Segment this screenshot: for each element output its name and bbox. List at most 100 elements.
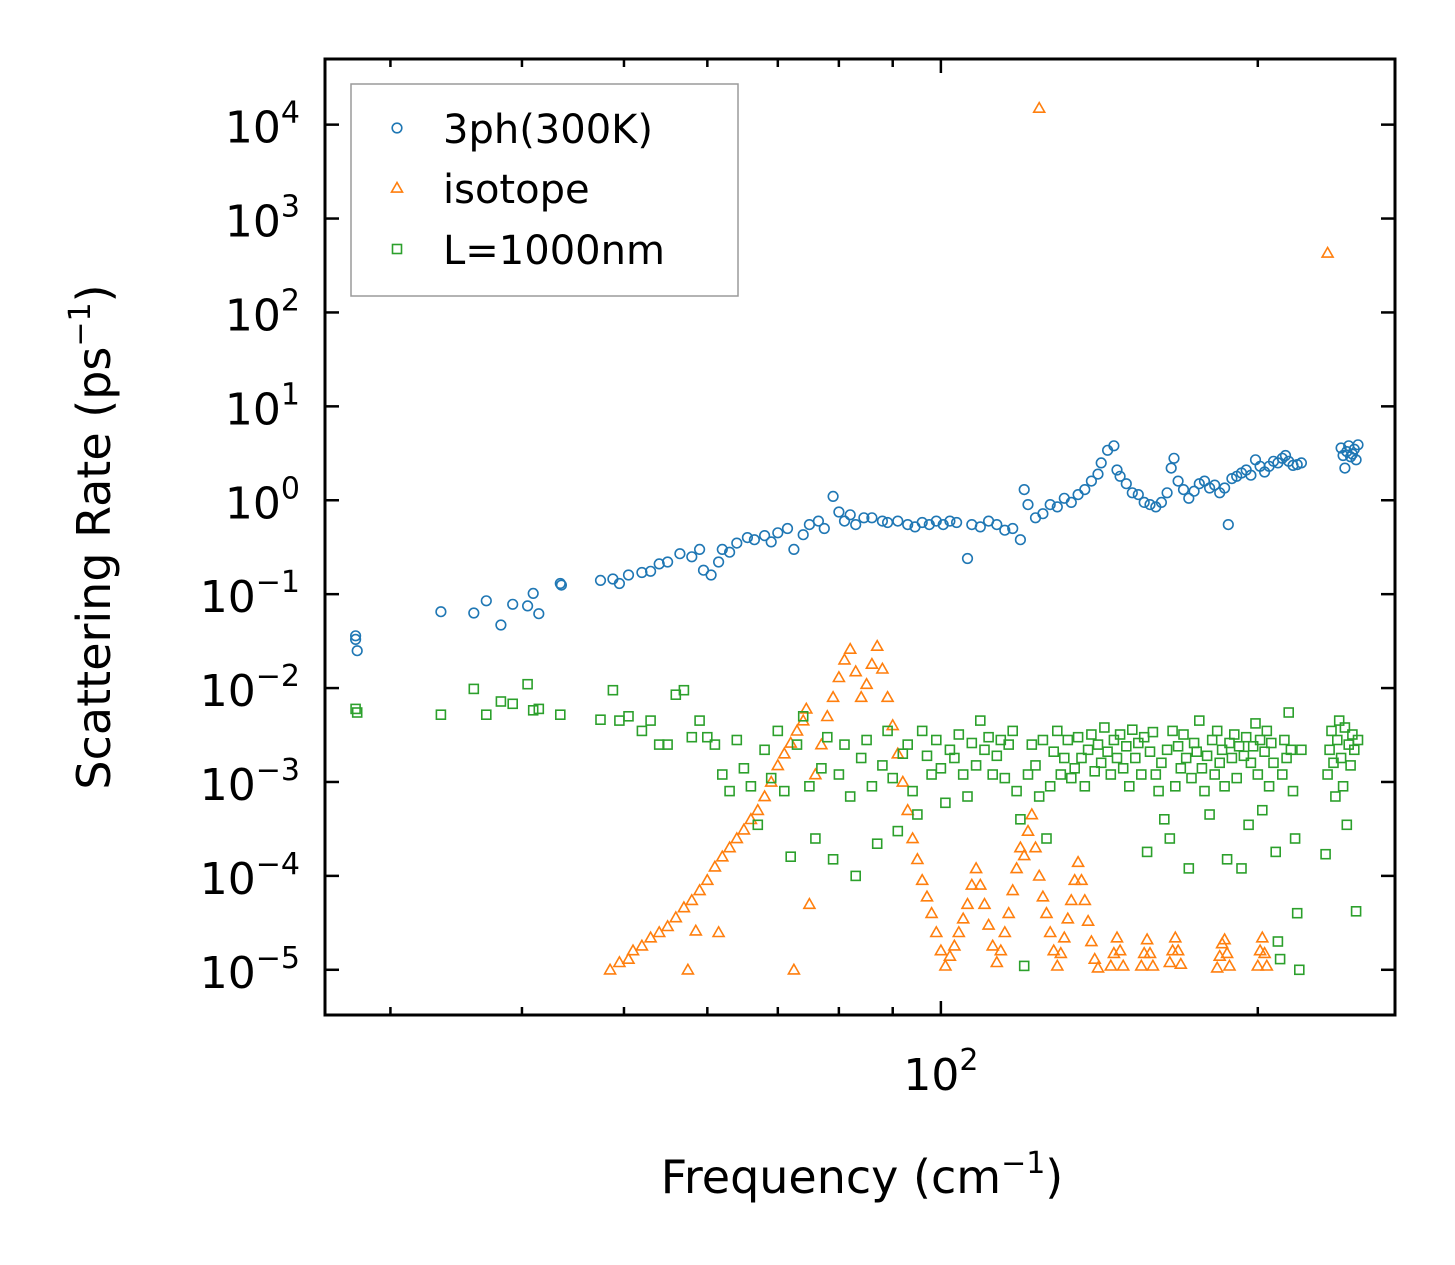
- x-axis-label-text: Frequency (cm: [661, 1150, 1001, 1204]
- data-point: [937, 518, 949, 531]
- data-point: [787, 962, 801, 975]
- data-point: [1041, 833, 1052, 844]
- data-point: [1044, 780, 1056, 792]
- data-point: [652, 925, 667, 938]
- data-point: [521, 600, 534, 612]
- data-point: [723, 546, 736, 558]
- data-point: [865, 656, 879, 670]
- data-point: [1092, 739, 1104, 750]
- data-point: [923, 518, 935, 531]
- data-point: [1259, 958, 1274, 971]
- data-point: [623, 710, 634, 722]
- data-point: [1320, 848, 1331, 860]
- data-point: [788, 543, 800, 556]
- data-point: [554, 577, 566, 590]
- data-point: [1196, 762, 1208, 774]
- data-point: [1036, 889, 1050, 902]
- data-point: [468, 607, 480, 619]
- plot-frame: [323, 57, 1397, 1017]
- y-tick-label: 10−4: [200, 847, 300, 905]
- data-point: [902, 739, 914, 750]
- data-point: [1255, 930, 1270, 943]
- data-point: [1130, 752, 1141, 764]
- data-point: [979, 744, 990, 756]
- data-point: [1084, 934, 1099, 947]
- y-axis-label-text: Scattering Rate (ps: [67, 347, 121, 790]
- data-point: [745, 780, 757, 792]
- data-point: [603, 962, 617, 975]
- data-point: [1043, 925, 1058, 938]
- data-point: [684, 893, 699, 906]
- data-point: [1295, 457, 1307, 469]
- data-point: [949, 752, 960, 764]
- data-point: [1332, 734, 1343, 746]
- data-point: [1057, 930, 1072, 943]
- data-point: [495, 696, 507, 707]
- data-point: [351, 645, 363, 657]
- x-axis-label-exp: −1: [1001, 1146, 1045, 1181]
- data-point: [678, 684, 690, 696]
- data-point: [1335, 442, 1347, 454]
- data-point: [916, 516, 928, 529]
- data-point: [1111, 752, 1123, 764]
- data-point: [1250, 958, 1265, 971]
- data-point: [1270, 846, 1281, 858]
- data-point: [1026, 739, 1038, 750]
- data-point: [607, 684, 619, 696]
- legend: 3ph(300K) isotope L=1000nm: [350, 83, 739, 297]
- y-tick-label: 10−3: [200, 753, 300, 811]
- data-point: [1108, 440, 1120, 452]
- data-point: [1138, 731, 1150, 743]
- data-point: [871, 838, 883, 850]
- data-point: [930, 515, 942, 527]
- data-point: [985, 938, 1000, 951]
- data-point: [613, 577, 626, 590]
- x-tick-labels: 102: [903, 1043, 978, 1101]
- data-point: [674, 548, 686, 560]
- data-point: [758, 529, 771, 542]
- data-point: [804, 780, 815, 792]
- data-point: [1018, 960, 1030, 972]
- series-0-points: [350, 439, 1364, 657]
- data-point: [614, 715, 625, 726]
- data-point: [692, 883, 707, 896]
- legend-label-boundary: L=1000nm: [443, 228, 665, 274]
- data-point: [708, 859, 722, 872]
- data-point: [1116, 958, 1131, 971]
- data-point: [621, 951, 636, 965]
- data-point: [1046, 943, 1061, 956]
- data-point: [1326, 725, 1337, 737]
- data-point: [1028, 840, 1043, 853]
- data-point: [882, 725, 893, 737]
- data-point: [1095, 457, 1107, 469]
- data-point: [770, 758, 785, 771]
- x-axis-label: Frequency (cm−1): [661, 1146, 1064, 1204]
- data-point: [635, 938, 649, 951]
- y-tick-label: 100: [225, 471, 300, 529]
- data-point: [1048, 746, 1059, 758]
- legend-box: [350, 83, 739, 297]
- data-point: [1009, 861, 1024, 874]
- data-point: [1059, 752, 1070, 764]
- data-point: [796, 713, 811, 726]
- data-point: [1030, 760, 1041, 771]
- data-point: [1217, 932, 1232, 945]
- data-point: [1001, 906, 1016, 919]
- data-point: [645, 715, 656, 726]
- data-point: [351, 707, 363, 718]
- data-point: [750, 803, 765, 816]
- y-axis-label: Scattering Rate (ps−1): [63, 284, 121, 789]
- data-point: [820, 709, 835, 722]
- data-point: [791, 739, 803, 750]
- data-point: [661, 556, 674, 568]
- data-point: [1183, 492, 1195, 504]
- y-tick-label: 101: [225, 377, 300, 435]
- data-point: [1335, 752, 1347, 764]
- data-point: [1099, 722, 1110, 733]
- data-point: [970, 760, 982, 771]
- data-point: [705, 569, 717, 581]
- data-point: [1032, 100, 1047, 113]
- data-point: [1245, 757, 1257, 769]
- data-point: [1091, 960, 1105, 973]
- data-point: [1074, 873, 1089, 886]
